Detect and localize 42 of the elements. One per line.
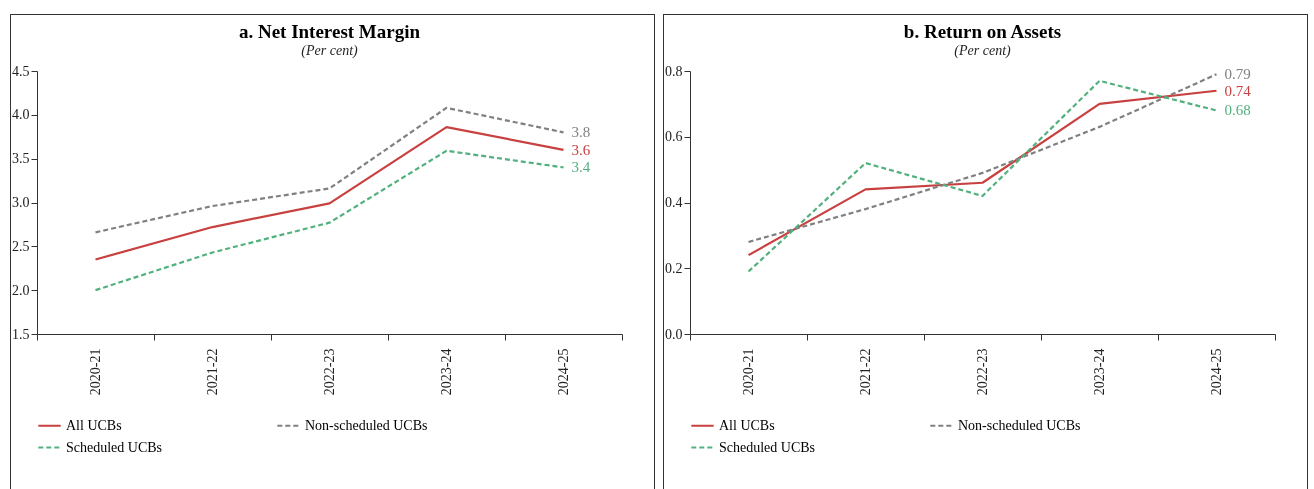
legend-label: Non-scheduled UCBs bbox=[958, 417, 1081, 433]
x-tick-label: 2021-22 bbox=[205, 348, 220, 396]
y-tick-label: 4.0 bbox=[12, 107, 30, 123]
x-tick-label: 2022-23 bbox=[322, 348, 337, 396]
line-series bbox=[747, 73, 1218, 244]
y-tick-label: 4.5 bbox=[12, 63, 30, 79]
data-label: 0.68 bbox=[1224, 102, 1251, 119]
y-tick-label: 0.6 bbox=[665, 129, 683, 145]
y-tick-label: 3.5 bbox=[12, 151, 30, 167]
x-tick-label: 2022-23 bbox=[975, 348, 990, 396]
chart-subtitle: (Per cent) bbox=[301, 43, 359, 59]
line-series bbox=[94, 106, 565, 234]
legend-label: All UCBs bbox=[719, 417, 775, 433]
y-tick-label: 2.0 bbox=[12, 282, 30, 298]
chart-subtitle: (Per cent) bbox=[954, 43, 1012, 59]
legend-label: All UCBs bbox=[66, 417, 122, 433]
chart-title: a. Net Interest Margin bbox=[238, 21, 421, 42]
legend-label: Scheduled UCBs bbox=[719, 439, 816, 455]
x-tick-label: 2020-21 bbox=[741, 348, 756, 396]
legend-label: Non-scheduled UCBs bbox=[305, 417, 428, 433]
data-label: 3.4 bbox=[571, 159, 591, 176]
x-tick-label: 2023-24 bbox=[1092, 348, 1107, 396]
legend-label: Scheduled UCBs bbox=[66, 439, 163, 455]
line-series bbox=[94, 149, 565, 292]
line-series bbox=[94, 126, 565, 261]
x-tick-label: 2024-25 bbox=[1209, 348, 1224, 396]
data-label: 0.79 bbox=[1224, 66, 1251, 83]
y-tick-label: 0.8 bbox=[665, 63, 683, 79]
data-label: 3.8 bbox=[571, 124, 591, 141]
y-tick-label: 0.0 bbox=[665, 326, 683, 342]
x-tick-label: 2023-24 bbox=[439, 348, 454, 396]
x-tick-label: 2021-22 bbox=[858, 348, 873, 396]
y-tick-label: 0.2 bbox=[665, 260, 683, 276]
data-label: 3.6 bbox=[571, 141, 591, 158]
chart-title: b. Return on Assets bbox=[903, 21, 1062, 42]
y-tick-label: 3.0 bbox=[12, 195, 30, 210]
y-tick-label: 2.5 bbox=[12, 238, 30, 254]
data-label: 0.74 bbox=[1224, 82, 1252, 99]
x-tick-label: 2020-21 bbox=[88, 348, 103, 396]
y-tick-label: 0.4 bbox=[665, 195, 683, 210]
x-tick-label: 2024-25 bbox=[556, 348, 571, 396]
y-tick-label: 1.5 bbox=[12, 326, 30, 342]
